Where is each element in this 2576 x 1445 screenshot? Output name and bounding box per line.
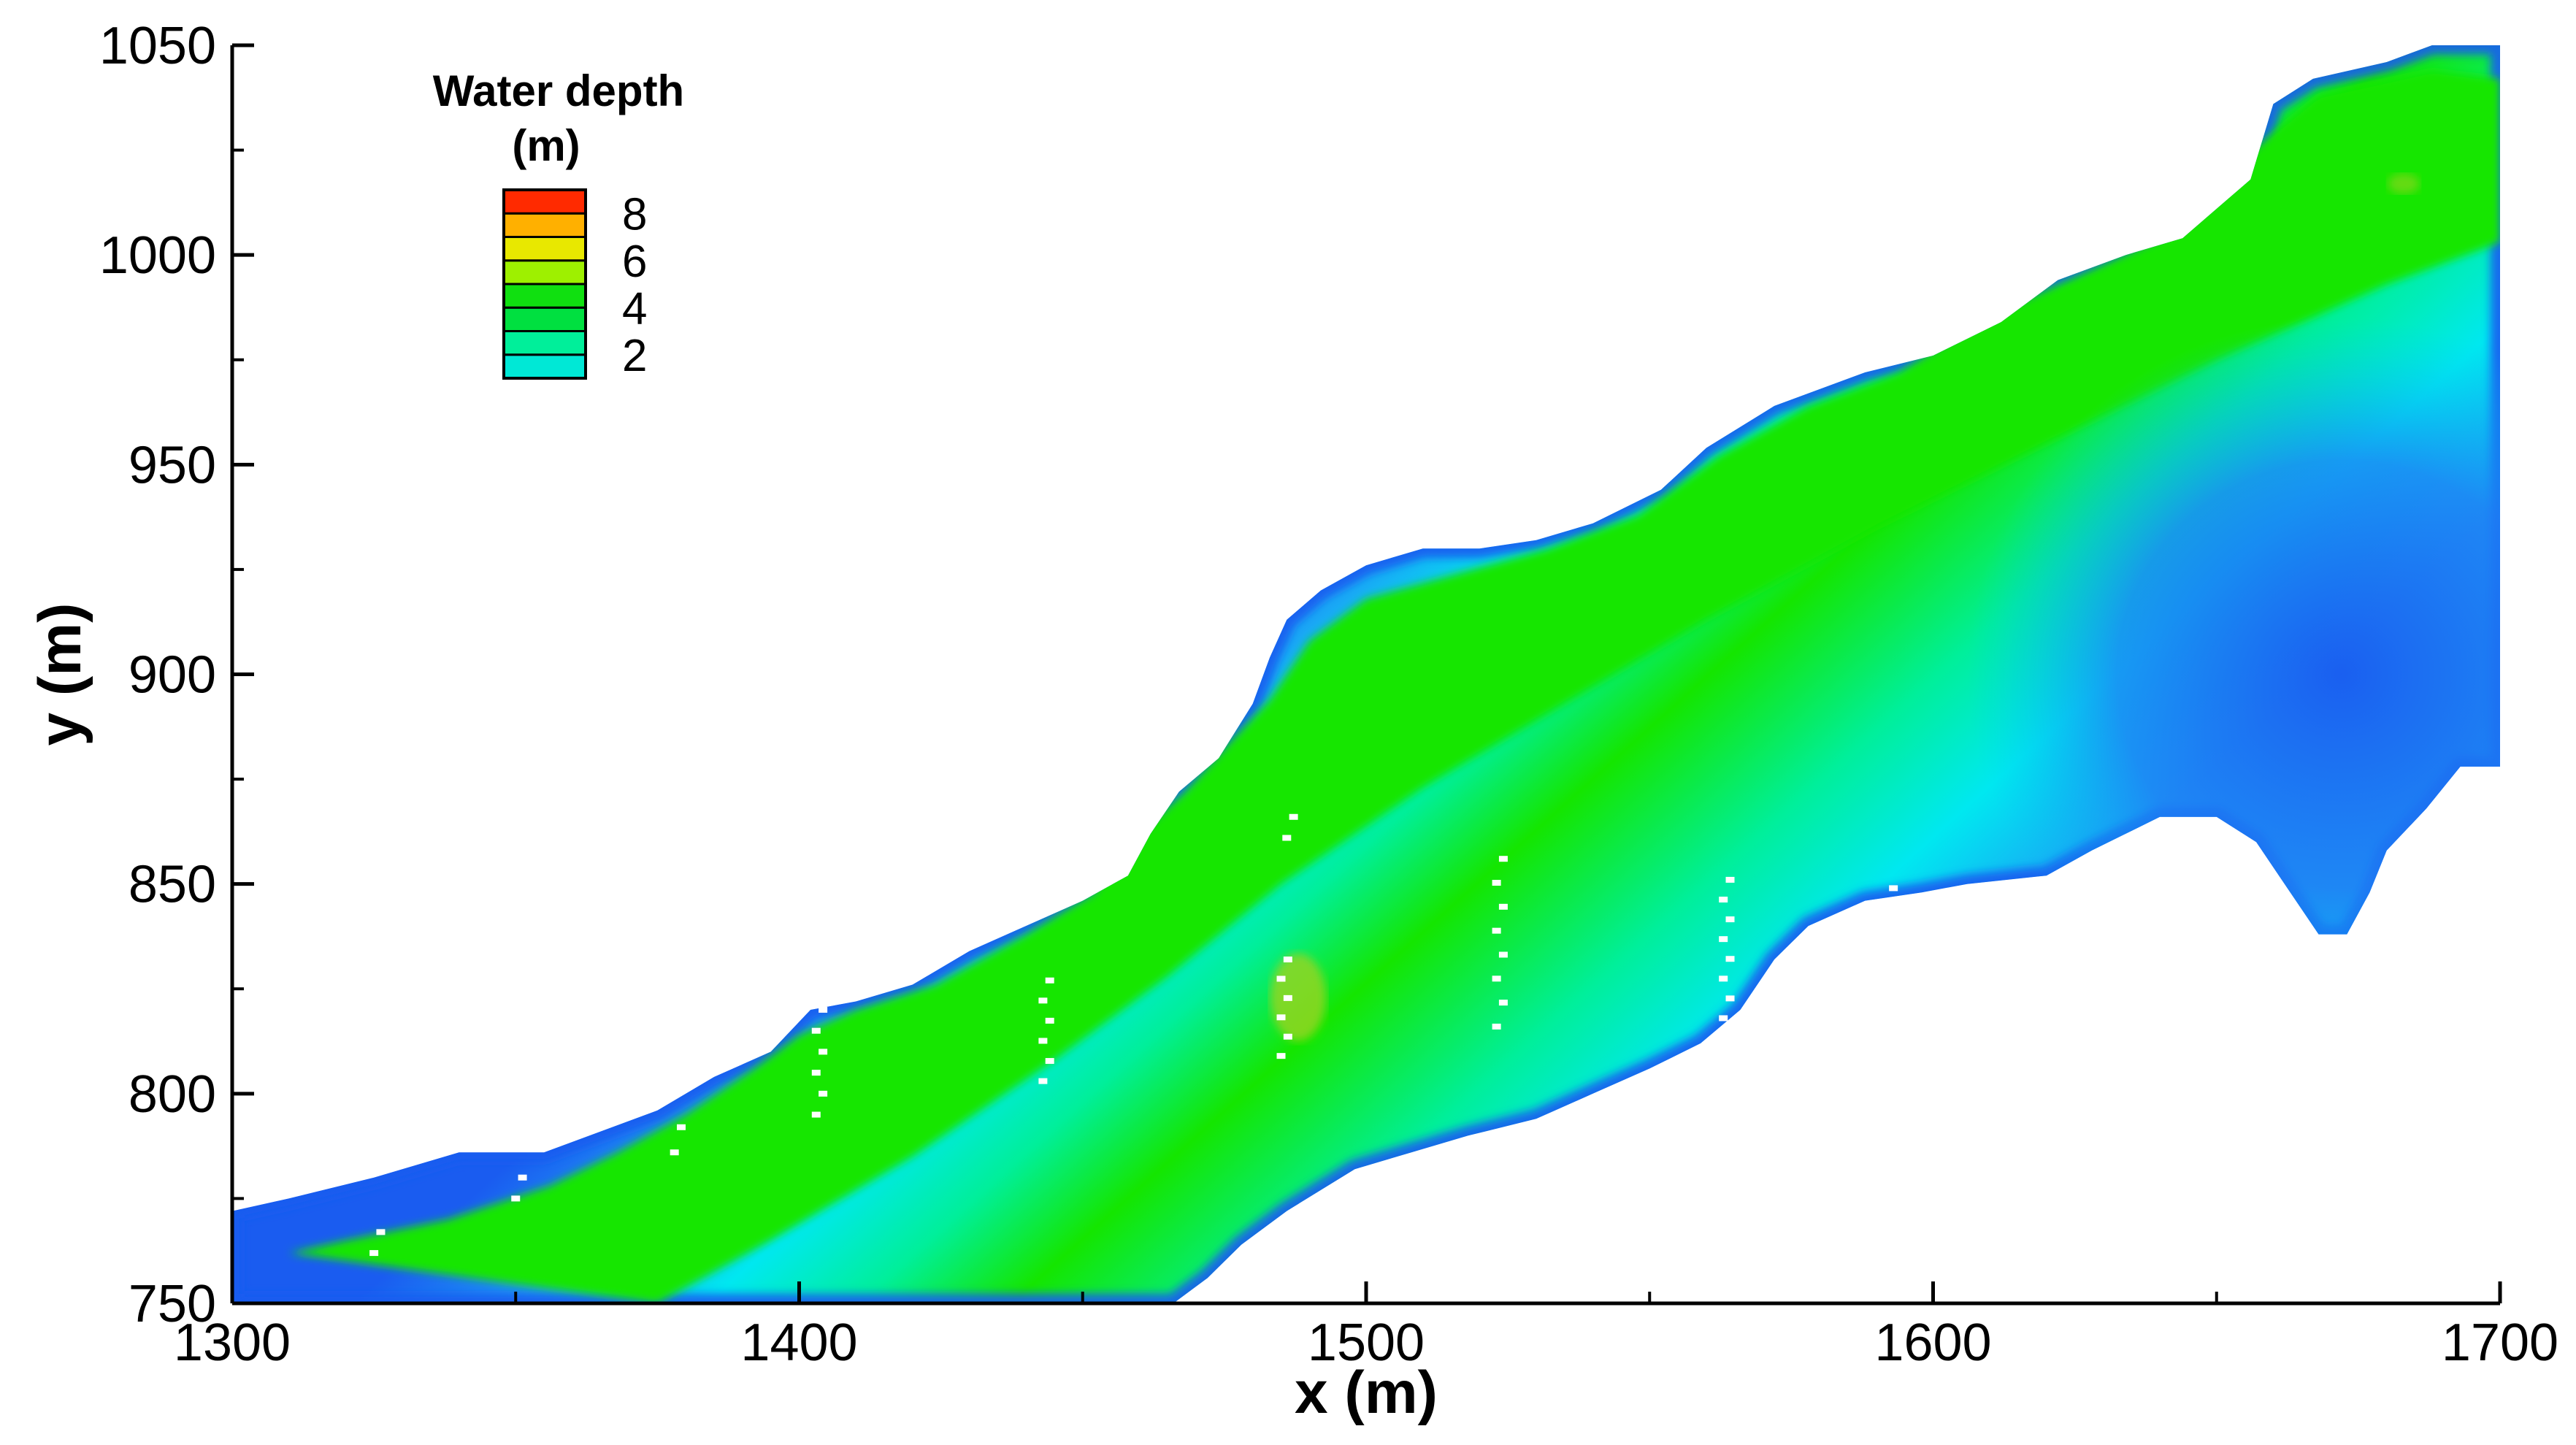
- pier-marker: [1492, 1023, 1501, 1030]
- legend-tick-label: 4: [622, 283, 647, 334]
- legend-band: [502, 283, 587, 309]
- pier-marker: [1492, 976, 1501, 982]
- pier-markers: [369, 813, 1898, 1257]
- legend-tick-label: 6: [622, 237, 647, 287]
- pier-marker: [676, 1124, 686, 1130]
- pier-marker: [1719, 896, 1728, 902]
- pier-marker: [819, 1049, 828, 1055]
- y-tick-label: 1000: [99, 226, 216, 285]
- y-tick-label: 800: [129, 1065, 216, 1124]
- pier-marker: [1498, 856, 1508, 862]
- deep-channel-core: [288, 70, 2500, 1303]
- pier-marker: [1492, 880, 1501, 886]
- pier-marker: [1498, 903, 1508, 910]
- pier-marker: [511, 1195, 521, 1202]
- pier-marker: [1045, 1017, 1054, 1024]
- x-tick-label: 1700: [2442, 1314, 2558, 1372]
- pier-marker: [1492, 927, 1501, 934]
- shallow-bank-band: [232, 45, 2500, 1303]
- legend-frame: [502, 188, 587, 380]
- pier-marker: [1283, 1033, 1292, 1040]
- pier-marker: [518, 1174, 527, 1181]
- y-axis-label: y (m): [27, 603, 93, 746]
- pier-marker: [819, 1006, 828, 1013]
- x-tick-label: 1400: [740, 1314, 857, 1372]
- legend-band: [502, 259, 587, 285]
- pier-marker: [1282, 835, 1292, 841]
- y-axis-ticks: 750 800 850 900 950 1000 1050: [99, 17, 254, 1333]
- legend-band: [502, 353, 587, 380]
- pier-marker: [1283, 957, 1292, 963]
- pier-marker: [811, 1070, 821, 1076]
- pier-marker: [1725, 876, 1735, 883]
- x-tick-label: 1600: [1874, 1314, 1991, 1372]
- pier-marker: [1498, 951, 1508, 958]
- legend-band: [502, 236, 587, 262]
- deep-spot-upstream: [2387, 173, 2420, 194]
- y-tick-label: 1050: [99, 17, 216, 75]
- pier-marker: [1498, 1000, 1508, 1006]
- pier-marker: [1289, 813, 1298, 820]
- pier-marker: [369, 1250, 379, 1257]
- pier-marker: [670, 1149, 679, 1156]
- pier-marker: [1045, 1058, 1054, 1065]
- legend-color-bands: [502, 188, 587, 380]
- pier-marker: [1276, 1053, 1286, 1059]
- legend-tick-label: 8: [622, 189, 647, 239]
- x-tick-label: 1500: [1308, 1314, 1425, 1372]
- legend-title: Water depth: [433, 66, 684, 115]
- pier-marker: [1038, 997, 1048, 1004]
- pier-marker: [1725, 956, 1735, 962]
- deepest-spot: [1270, 953, 1326, 1041]
- pier-marker: [1719, 976, 1728, 982]
- axes: 1300 1400 1500 1600 1700 750 800 850 900 950 1000…: [27, 17, 2558, 1426]
- pier-marker: [1276, 976, 1286, 982]
- y-tick-label: 950: [129, 436, 216, 494]
- pier-marker: [1725, 916, 1735, 923]
- pier-marker: [1725, 995, 1735, 1002]
- x-axis-ticks: 1300 1400 1500 1600 1700: [174, 1281, 2558, 1372]
- legend-title-unit: (m): [512, 121, 580, 170]
- x-axis-label: x (m): [1295, 1360, 1438, 1426]
- pier-marker: [819, 1090, 828, 1097]
- legend-band: [502, 212, 587, 238]
- y-tick-label: 900: [129, 646, 216, 705]
- pier-marker: [1038, 1078, 1048, 1084]
- pier-marker: [1038, 1038, 1048, 1044]
- pier-marker: [1276, 1014, 1286, 1021]
- pier-marker: [376, 1229, 386, 1235]
- pier-marker: [811, 1027, 821, 1034]
- pier-marker: [1719, 1015, 1728, 1022]
- y-tick-label: 750: [129, 1275, 216, 1333]
- legend-band: [502, 330, 587, 356]
- legend-band: [502, 188, 587, 215]
- legend-tick-label: 2: [622, 331, 647, 381]
- pier-marker: [1045, 977, 1054, 984]
- x-tick-label: 1300: [174, 1314, 291, 1372]
- pier-marker: [811, 1111, 821, 1118]
- legend-band: [502, 306, 587, 332]
- pier-marker: [1283, 994, 1292, 1001]
- pier-marker: [1889, 885, 1898, 892]
- y-tick-label: 850: [129, 856, 216, 914]
- pier-marker: [1719, 936, 1728, 943]
